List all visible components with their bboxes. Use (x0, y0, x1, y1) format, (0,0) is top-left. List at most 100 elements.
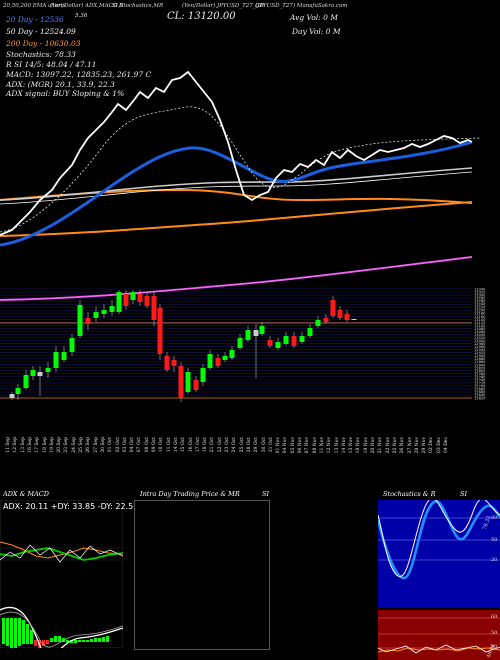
price-axis-label: 12660 (474, 391, 486, 395)
day-volume: Day Vol: 0 M (292, 27, 341, 36)
price-axis-label: 12740 (474, 378, 486, 382)
candle-body (130, 292, 136, 300)
date-label: 19 Sep (49, 437, 55, 453)
adx-plus-di-line (0, 547, 123, 561)
price-axis-label: 13160 (474, 315, 486, 319)
candle-body (23, 375, 29, 388)
date-label: 18 Sep (42, 437, 48, 453)
date-label: 03 Oct (122, 437, 128, 453)
price-axis-label: 13200 (474, 309, 486, 313)
rsi-60-label: 50 (491, 630, 498, 636)
price-axis-label: 13020 (474, 336, 486, 340)
date-label: 04 Oct (130, 437, 136, 453)
candle-body (207, 354, 213, 368)
ma200-label: 200 Day - 10630.03 (6, 39, 81, 48)
price-axis-label: 12980 (474, 342, 486, 346)
date-label: 04 Nov (283, 437, 289, 454)
candle-body (323, 318, 329, 322)
candle-body (215, 358, 221, 366)
date-label: 28 Oct (246, 437, 252, 453)
candle-body (30, 370, 36, 376)
date-label: 26 Sep (86, 437, 92, 453)
price-axis-label: 12640 (474, 394, 486, 398)
macd-signal-line (0, 611, 123, 648)
candle-body (275, 342, 281, 348)
date-label: 18 Nov (356, 437, 362, 454)
candle-body (77, 305, 83, 336)
candle-body (291, 336, 297, 346)
date-label: 07 Oct (137, 437, 143, 453)
stoch-rsi-title: Stochastics & R (383, 490, 436, 498)
price-axis-label: 12720 (474, 381, 486, 385)
avg-volume: Avg Vol: 0 M (290, 13, 338, 22)
candle-body (193, 380, 199, 390)
date-label: 24 Sep (71, 437, 77, 453)
date-label: 08 Nov (312, 437, 318, 454)
date-label: 16 Sep (27, 437, 33, 453)
adx-signal-label: ADX signal: BUY Sloping & 1% (6, 89, 125, 98)
date-label: 25 Nov (392, 437, 398, 454)
adx-label: ADX: (MGR) 20.1, 33.9, 22.3 (6, 80, 115, 89)
date-label: 27 Sep (93, 437, 99, 453)
date-label: 30 Oct (261, 437, 267, 453)
price-axis-label: 12920 (474, 351, 486, 355)
date-label: 02 Dec (429, 437, 435, 453)
date-label: 31 Oct (268, 437, 274, 453)
date-label: 15 Nov (349, 437, 355, 454)
price-axis-label: 12940 (474, 348, 486, 352)
date-label: 01 Oct (108, 437, 114, 453)
candle-body (116, 292, 122, 312)
date-label: 22 Oct (217, 437, 223, 453)
price-axis-label: 13320 (474, 291, 486, 295)
candle-body (109, 306, 115, 312)
candle-body (337, 310, 343, 318)
close-price: CL: 13120.00 (167, 11, 236, 22)
price-axis-label: 13100 (474, 324, 486, 328)
date-label: 25 Sep (79, 437, 84, 453)
candle-body (351, 319, 357, 320)
price-axis-label: 13000 (474, 339, 486, 343)
candle-body (61, 352, 67, 360)
price-axis-label: 13240 (474, 303, 486, 307)
date-label: 25 Oct (239, 437, 245, 453)
header-strip-item: SI,Stochastics,MR (112, 3, 164, 9)
price-axis-label: 12860 (474, 360, 486, 364)
candle-body (178, 366, 184, 398)
price-axis-label: 12780 (474, 372, 486, 376)
candlestick-series (9, 290, 357, 402)
date-label: 18 Oct (203, 437, 209, 453)
date-label: 23 Sep (64, 437, 70, 453)
ma20-line (0, 140, 473, 247)
price-axis-labels: 1334013320133001328013260132401322013200… (474, 288, 486, 401)
adx-macd-title: ADX & MACD (3, 490, 49, 498)
ma200-long-line (0, 201, 473, 237)
stoch-rsi-si-label: SI (460, 490, 468, 498)
stoch-80-label: 80 (491, 515, 498, 521)
date-axis: 11 Sep 12 Sep 13 Sep 16 Sep 17 Sep 18 Sep 19 S… (0, 437, 472, 483)
date-label: 27 Nov (407, 437, 413, 454)
candle-body (299, 336, 305, 342)
candle-body (237, 338, 243, 348)
date-label: 13 Sep (20, 437, 26, 453)
price-axis-label: 13180 (474, 312, 486, 316)
date-label: 16 Oct (188, 437, 194, 453)
stoch-50-label: 50 (491, 537, 498, 543)
stoch-rsi-panel (378, 500, 500, 660)
date-label: 20 Sep (57, 437, 63, 453)
date-label: 03 Dec (436, 437, 442, 453)
date-label: 14 Nov (341, 437, 347, 454)
price-axis-label: 13300 (474, 294, 486, 298)
ma200-line (0, 188, 473, 204)
vwap-short: 5.36 (75, 13, 88, 19)
stochastics-label: Stochastics: 78.33 (6, 50, 76, 59)
date-label: 29 Nov (422, 437, 428, 454)
intraday-title: Intra Day Trading Price & MR (140, 490, 240, 498)
price-axis-label: 13080 (474, 327, 486, 331)
date-label: 08 Oct (144, 437, 150, 453)
candle-body (307, 328, 313, 336)
ema-magenta-highlight (0, 256, 473, 301)
date-label: 29 Oct (254, 437, 260, 453)
date-label: 19 Nov (363, 437, 369, 454)
date-label: 21 Oct (210, 437, 216, 453)
date-label: 02 Oct (115, 437, 121, 453)
